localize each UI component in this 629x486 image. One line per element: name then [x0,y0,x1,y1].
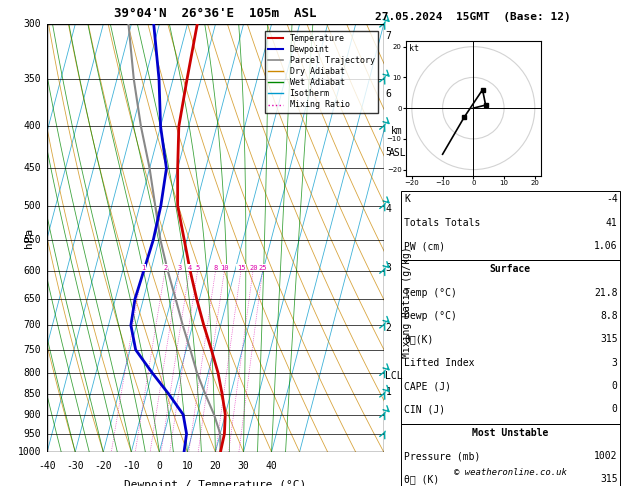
Text: Totals Totals: Totals Totals [404,218,481,228]
Text: θᴇ (K): θᴇ (K) [404,474,440,485]
Text: km: km [391,126,403,136]
Text: 315: 315 [600,334,618,345]
Text: -4: -4 [606,194,618,205]
Text: PW (cm): PW (cm) [404,241,445,251]
Text: 0: 0 [612,404,618,415]
Text: 0: 0 [612,381,618,391]
Text: CIN (J): CIN (J) [404,404,445,415]
Text: 39°04'N  26°36'E  105m  ASL: 39°04'N 26°36'E 105m ASL [114,7,316,20]
Text: 6: 6 [386,89,391,99]
Text: 8.8: 8.8 [600,311,618,321]
Text: 500: 500 [23,201,41,211]
Text: 350: 350 [23,74,41,84]
Text: 950: 950 [23,429,41,439]
Text: 750: 750 [23,345,41,355]
Text: Mixing Ratio (g/kg): Mixing Ratio (g/kg) [403,246,412,358]
Text: K: K [404,194,410,205]
Text: 300: 300 [23,19,41,29]
Text: 2: 2 [386,323,391,333]
Text: 10: 10 [182,461,193,471]
Text: 600: 600 [23,265,41,276]
Text: 550: 550 [23,235,41,244]
Text: 800: 800 [23,368,41,378]
Text: LCL: LCL [386,371,403,381]
Text: CAPE (J): CAPE (J) [404,381,452,391]
Text: Surface: Surface [490,264,531,275]
Text: Lifted Index: Lifted Index [404,358,475,368]
Text: 1000: 1000 [18,447,41,457]
Text: -40: -40 [38,461,56,471]
Text: -20: -20 [94,461,112,471]
Text: 25: 25 [259,264,267,271]
Text: 3: 3 [612,358,618,368]
Text: 7: 7 [386,31,391,41]
Text: 20: 20 [209,461,221,471]
Text: 41: 41 [606,218,618,228]
Text: 3: 3 [177,264,182,271]
Text: Dewp (°C): Dewp (°C) [404,311,457,321]
Text: 1002: 1002 [594,451,618,461]
Text: 5: 5 [196,264,200,271]
Text: -30: -30 [67,461,84,471]
Text: 450: 450 [23,163,41,174]
Text: 30: 30 [238,461,249,471]
Text: -10: -10 [123,461,140,471]
Text: 0: 0 [157,461,162,471]
Text: 2: 2 [164,264,167,271]
Text: 650: 650 [23,294,41,304]
Text: Most Unstable: Most Unstable [472,428,548,438]
Text: ASL: ASL [388,148,406,157]
Text: 15: 15 [237,264,245,271]
Text: 315: 315 [600,474,618,485]
Text: 5: 5 [386,147,391,157]
Text: 40: 40 [265,461,277,471]
Text: © weatheronline.co.uk: © weatheronline.co.uk [454,468,567,477]
Text: 10: 10 [221,264,229,271]
Text: 4: 4 [187,264,192,271]
Text: Pressure (mb): Pressure (mb) [404,451,481,461]
Text: 27.05.2024  15GMT  (Base: 12): 27.05.2024 15GMT (Base: 12) [375,12,571,22]
Text: kt: kt [409,44,419,52]
Text: 20: 20 [249,264,258,271]
Legend: Temperature, Dewpoint, Parcel Trajectory, Dry Adiabat, Wet Adiabat, Isotherm, Mi: Temperature, Dewpoint, Parcel Trajectory… [265,31,378,113]
Text: 700: 700 [23,320,41,330]
Text: 1.06: 1.06 [594,241,618,251]
Text: 3: 3 [386,262,391,273]
Text: 8: 8 [214,264,218,271]
Text: 4: 4 [386,204,391,214]
Text: Temp (°C): Temp (°C) [404,288,457,298]
Text: 21.8: 21.8 [594,288,618,298]
Text: 850: 850 [23,389,41,399]
Text: θᴇ(K): θᴇ(K) [404,334,434,345]
Text: hPa: hPa [24,228,34,248]
Text: 400: 400 [23,122,41,132]
Text: Dewpoint / Temperature (°C): Dewpoint / Temperature (°C) [125,480,306,486]
Text: 900: 900 [23,410,41,419]
Text: 1: 1 [141,264,145,271]
Text: 1: 1 [386,387,391,397]
